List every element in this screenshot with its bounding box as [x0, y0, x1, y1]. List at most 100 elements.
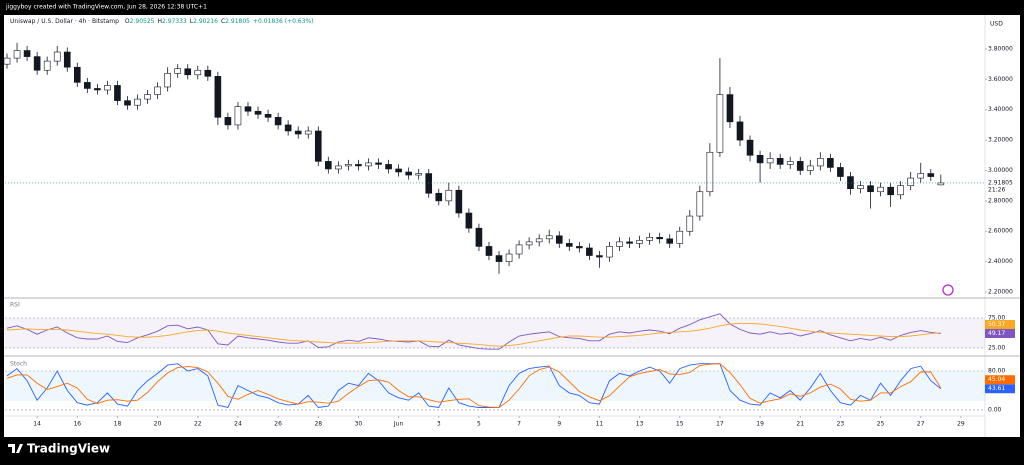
candle-body [656, 237, 663, 240]
y-tick-label: 80.00 [988, 367, 1005, 374]
candle-body [696, 191, 704, 217]
x-tick-label: 28 [314, 421, 322, 428]
candle-body [576, 246, 583, 249]
y-tick-label: 25.00 [988, 344, 1005, 351]
candle-body [796, 161, 804, 171]
value-badge-label: 49.17 [988, 330, 1005, 337]
candle-body [405, 171, 412, 176]
alert-icon[interactable] [942, 284, 954, 296]
candle-body [535, 238, 543, 243]
candle-body [43, 60, 51, 71]
candle-body [726, 94, 734, 123]
ohlc-value: 2.90525 [130, 18, 155, 25]
indicator-line [6, 322, 941, 347]
candle-body [53, 51, 61, 62]
x-tick-label: 7 [517, 421, 521, 428]
band [5, 318, 985, 348]
candle-body [756, 154, 764, 164]
candle-body [294, 130, 302, 135]
ohlc-label: O [125, 18, 130, 25]
candle-body [214, 76, 222, 118]
x-tick-label: 23 [837, 421, 845, 428]
x-tick-label: 21 [796, 421, 804, 428]
value-badge-label: 50.37 [988, 321, 1005, 328]
band [5, 370, 985, 401]
ohlc-value: 2.90216 [193, 18, 218, 25]
last-price: 2.91805 [988, 179, 1013, 186]
candle-body [646, 237, 653, 241]
ohlc-label: H [157, 18, 162, 25]
candle-body [73, 66, 81, 83]
candle-body [385, 164, 392, 170]
candle-body [425, 173, 433, 194]
candle-body [244, 106, 252, 112]
candle-body [375, 162, 382, 165]
x-tick-label: 13 [636, 421, 644, 428]
chart-panel [4, 15, 1020, 437]
candle-body [495, 255, 503, 262]
y-tick-label: 2.80000 [988, 197, 1013, 204]
y-tick-label: 75.00 [988, 315, 1005, 322]
ohlc-label: L [190, 18, 194, 25]
candle-body [877, 186, 884, 193]
candle-body [224, 117, 232, 126]
indicator-line [6, 313, 941, 350]
candle-body [355, 164, 362, 167]
symbol: Uniswap / U.S. Dollar · 4h · Bitstamp [10, 18, 119, 25]
candle-body [114, 85, 121, 101]
y-tick-label: 0.00 [988, 406, 1002, 413]
candle-body [435, 192, 443, 202]
candle-body [164, 72, 171, 88]
candle-body [897, 185, 904, 196]
x-tick-label: 9 [557, 421, 561, 428]
candle-body [616, 241, 623, 247]
candle-body [565, 243, 573, 247]
y-tick-label: 2.40000 [988, 258, 1013, 265]
candle-body [746, 139, 754, 156]
x-tick-label: 24 [234, 421, 242, 428]
currency: USD [990, 21, 1003, 28]
x-tick-label: 30 [355, 421, 363, 428]
candle-body [33, 56, 41, 71]
candle-body [736, 121, 744, 141]
y-tick-label: 3.40000 [988, 106, 1013, 113]
candle-body [857, 185, 864, 190]
change: +0.01836 (+0.63%) [253, 18, 314, 25]
candle-body [917, 173, 925, 179]
candle-body [204, 69, 212, 77]
x-tick-label: 19 [756, 421, 764, 428]
x-tick-label: 15 [676, 421, 684, 428]
y-tick-label: 3.60000 [988, 76, 1013, 83]
candle-body [596, 255, 603, 258]
candle-body [525, 241, 533, 246]
candle-body [636, 240, 643, 244]
candle-body [465, 212, 473, 229]
candle-body [555, 235, 563, 244]
value-badge [985, 319, 1015, 329]
x-tick-label: 11 [596, 421, 604, 428]
candle-body [335, 165, 342, 170]
candle-body [887, 186, 894, 196]
candle-body [144, 94, 151, 100]
ohlc-value: 2.97333 [162, 18, 187, 25]
y-tick-label: 3.20000 [988, 137, 1013, 144]
x-tick-label: 16 [73, 421, 81, 428]
candle-body [515, 244, 523, 255]
candle-body [786, 161, 794, 165]
candle-body [184, 68, 192, 76]
candle-body [505, 253, 513, 262]
x-tick-label: 26 [274, 421, 282, 428]
y-tick-label: 2.60000 [988, 228, 1013, 235]
x-tick-label: 18 [114, 421, 122, 428]
candle-body [3, 57, 11, 65]
candle-body [325, 161, 332, 170]
indicator-line [6, 363, 942, 408]
y-tick-label: 3.00000 [988, 167, 1013, 174]
candle-body [63, 51, 71, 68]
candle-body [194, 69, 202, 76]
candle-body [264, 113, 272, 118]
x-tick-label: 17 [716, 421, 724, 428]
candle-body [867, 185, 874, 193]
candle-body [134, 98, 141, 106]
